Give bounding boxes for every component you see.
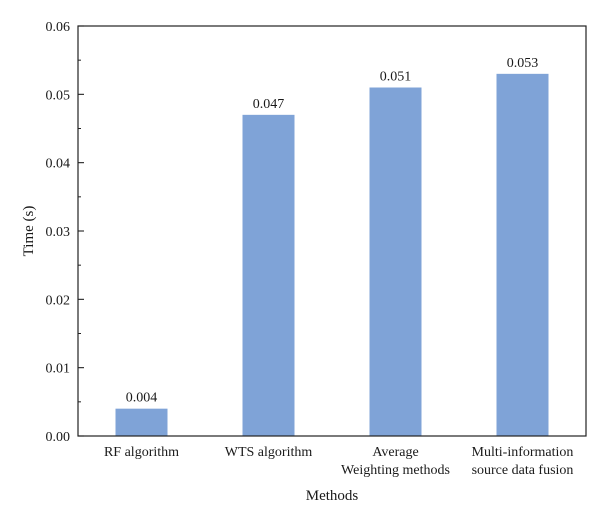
bar-3 bbox=[369, 87, 422, 436]
y-tick-label: 0.05 bbox=[46, 88, 71, 103]
y-tick-label: 0.00 bbox=[46, 430, 71, 445]
x-tick-label-line: RF algorithm bbox=[104, 445, 179, 460]
x-tick-label-line: WTS algorithm bbox=[225, 445, 313, 460]
data-labels-layer: 0.004 0.047 0.051 0.053 bbox=[126, 56, 539, 406]
x-tick-label: WTS algorithm bbox=[225, 445, 313, 460]
data-label-2: 0.047 bbox=[253, 97, 285, 112]
bars-layer bbox=[115, 73, 549, 436]
y-tick-label: 0.02 bbox=[46, 293, 71, 308]
y-tick-label: 0.01 bbox=[46, 362, 71, 377]
y-tick-label: 0.03 bbox=[46, 225, 71, 240]
x-tick-label: Average Weighting methods bbox=[341, 445, 450, 478]
bar-1 bbox=[115, 408, 168, 436]
y-tick-label: 0.06 bbox=[46, 20, 71, 35]
x-tick-label-line: Weighting methods bbox=[341, 463, 450, 478]
y-axis-title: Time (s) bbox=[21, 206, 37, 257]
x-tick-label: RF algorithm bbox=[104, 445, 179, 460]
y-tick-label: 0.04 bbox=[46, 157, 71, 172]
x-axis-title: Methods bbox=[306, 488, 359, 504]
x-tick-label: Multi-information source data fusion bbox=[472, 445, 574, 478]
data-label-4: 0.053 bbox=[507, 56, 539, 71]
x-axis: RF algorithm WTS algorithm Average Weightin… bbox=[104, 445, 573, 478]
bar-4 bbox=[496, 73, 549, 436]
x-tick-label-line: Multi-information bbox=[472, 445, 574, 460]
x-tick-label-line: Average bbox=[372, 445, 418, 460]
y-axis: 0.00 0.01 0.02 0.03 0.04 0.05 0.06 bbox=[46, 20, 84, 445]
bar-2 bbox=[242, 114, 295, 436]
x-tick-label-line: source data fusion bbox=[472, 463, 574, 478]
data-label-3: 0.051 bbox=[380, 70, 412, 85]
data-label-1: 0.004 bbox=[126, 391, 158, 406]
